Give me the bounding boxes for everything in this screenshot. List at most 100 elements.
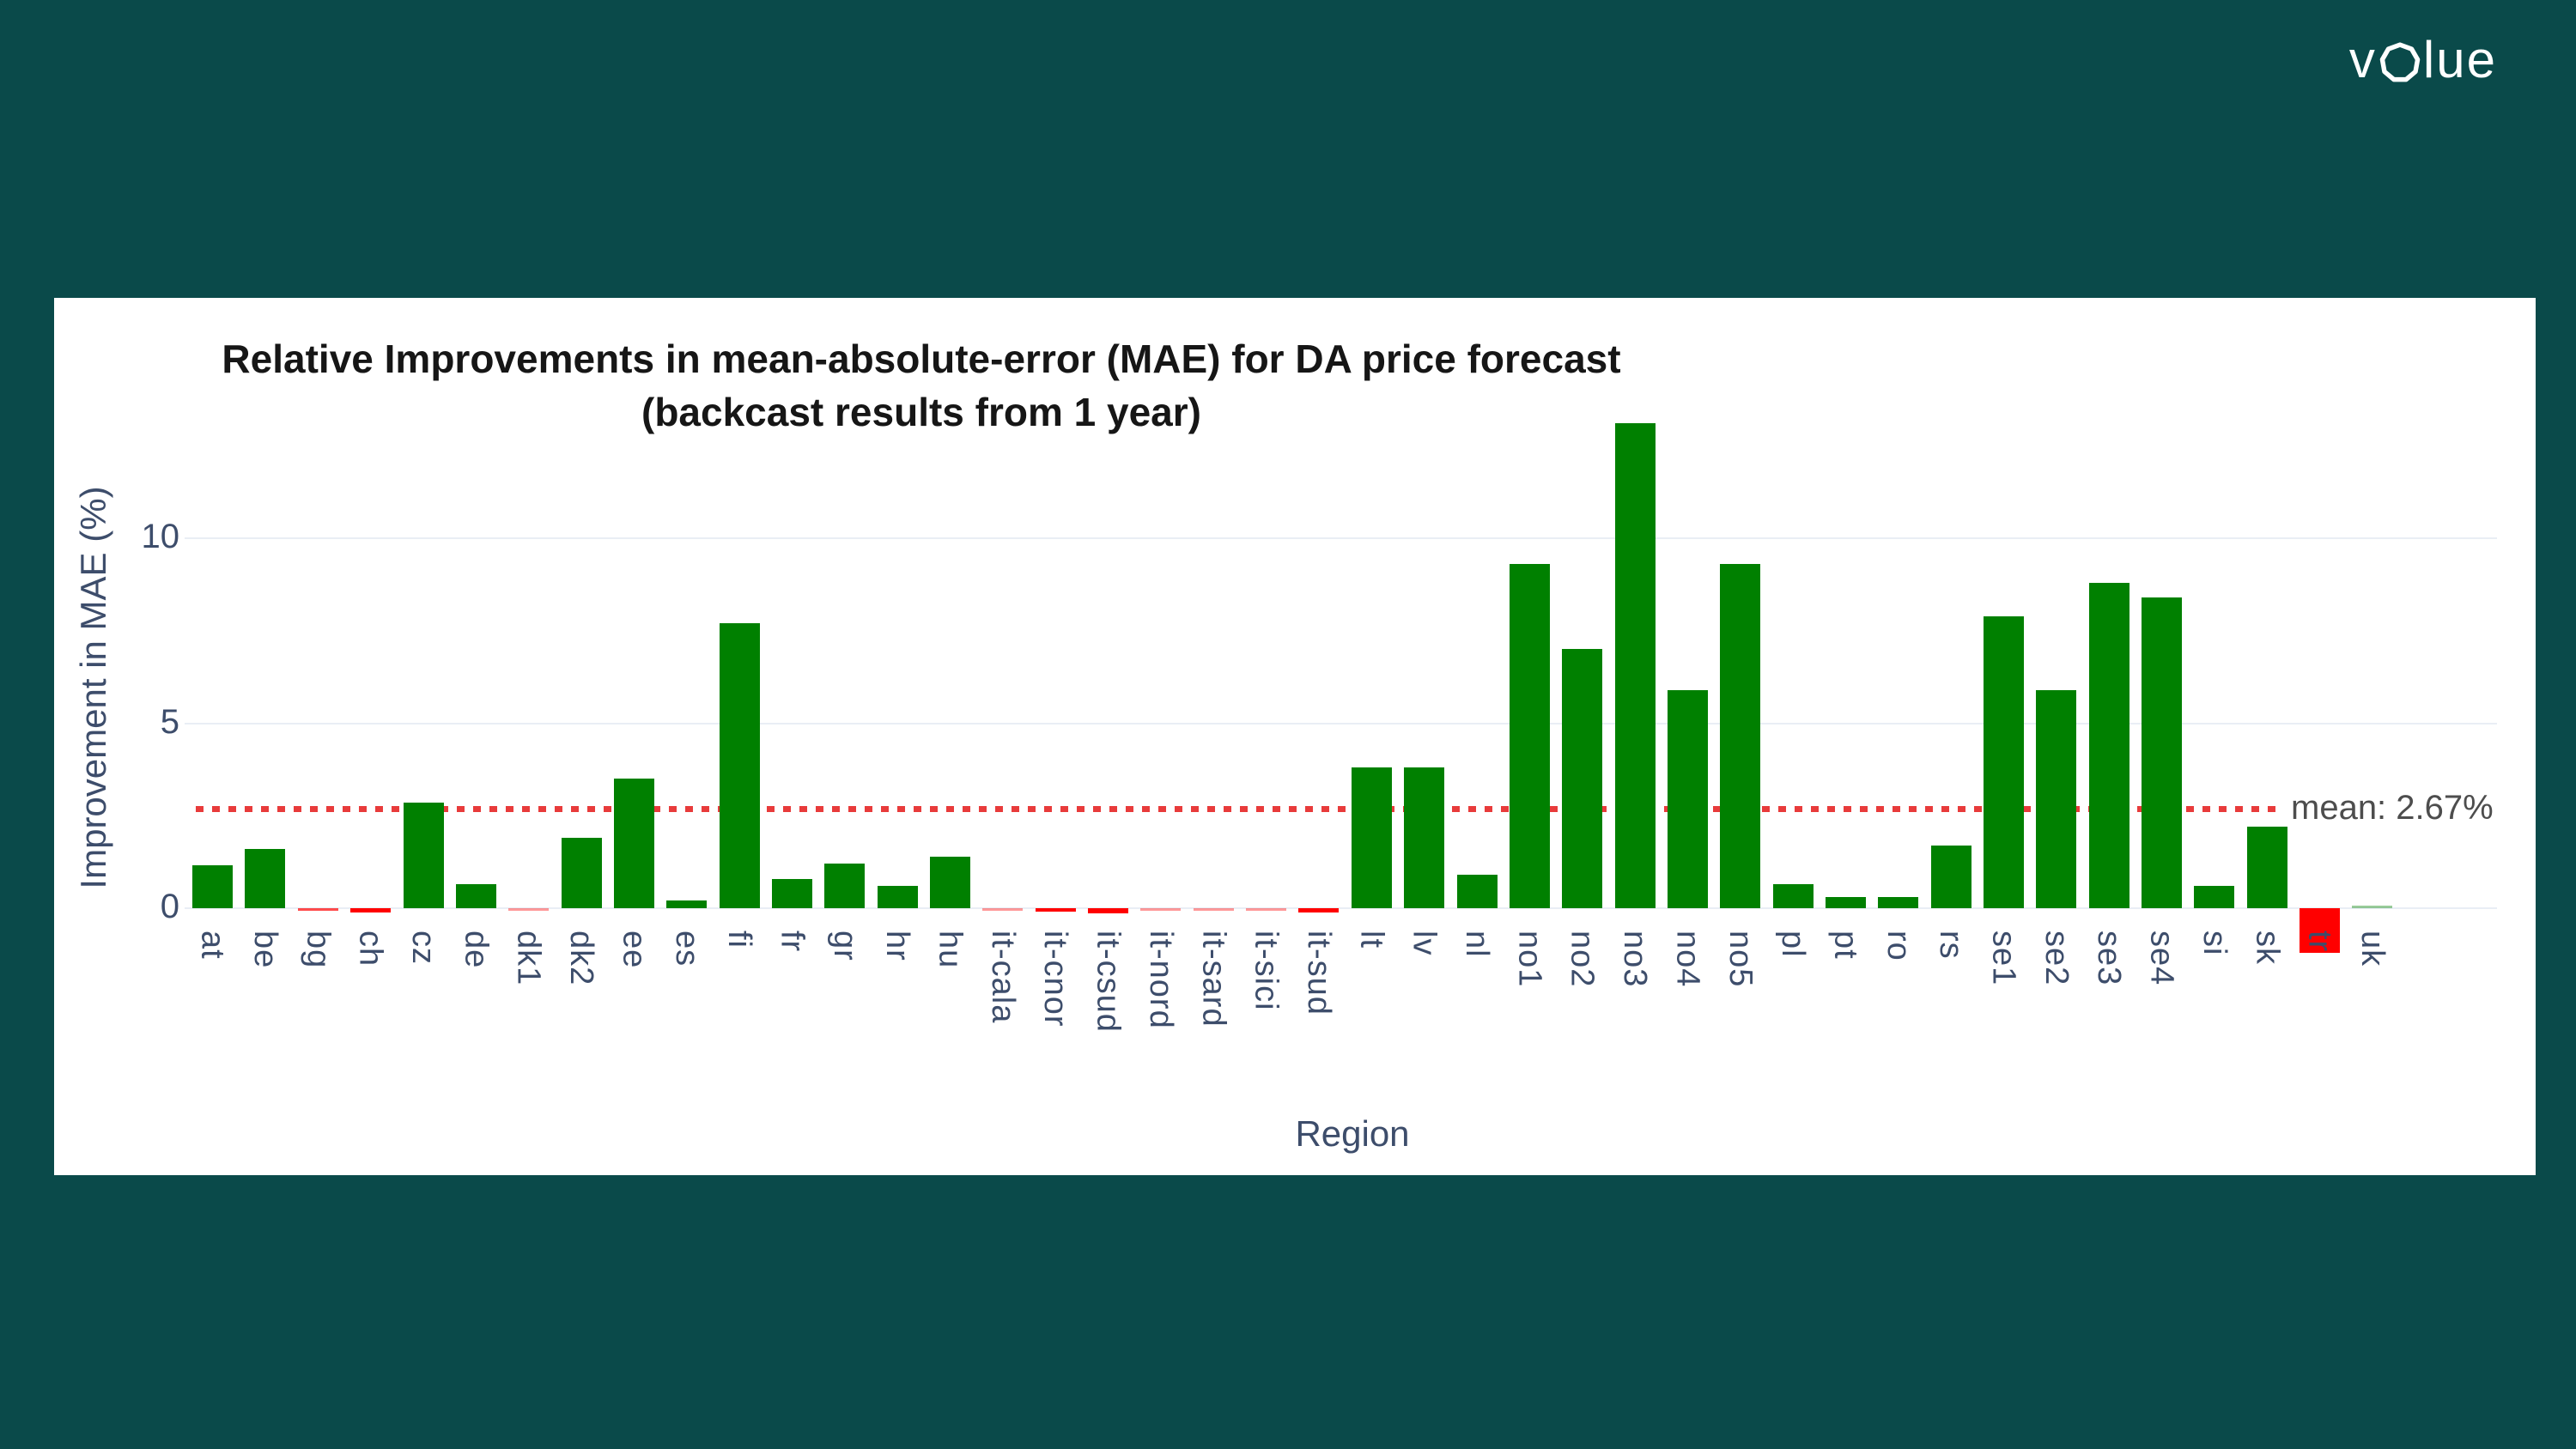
x-tick-label-it-cala: it-cala xyxy=(984,931,1021,1024)
bar-tr[interactable] xyxy=(2300,908,2341,953)
bar-es[interactable] xyxy=(666,900,708,908)
x-tick-label-no3: no3 xyxy=(1617,931,1654,988)
x-tick-label-lt: lt xyxy=(1353,931,1390,949)
bar-no1[interactable] xyxy=(1509,564,1550,908)
x-tick-label-fi: fi xyxy=(721,931,758,949)
volue-logo-v: v xyxy=(2348,31,2377,88)
x-tick-label-ro: ro xyxy=(1880,931,1917,961)
bar-dk2[interactable] xyxy=(561,838,602,908)
y-tick-label-0: 0 xyxy=(160,888,179,925)
bar-lt[interactable] xyxy=(1351,767,1392,908)
bar-se2[interactable] xyxy=(2036,689,2077,908)
x-tick-label-be: be xyxy=(246,931,283,969)
bar-hu[interactable] xyxy=(930,856,970,908)
x-tick-label-de: de xyxy=(458,931,495,969)
bar-dk1[interactable] xyxy=(508,908,550,911)
x-tick-label-it-sud: it-sud xyxy=(1300,931,1337,1016)
bar-gr[interactable] xyxy=(824,864,866,908)
x-tick-label-hu: hu xyxy=(932,931,969,969)
x-axis-title: Region xyxy=(1295,1113,1410,1154)
bar-ee[interactable] xyxy=(613,779,654,908)
bar-it-nord[interactable] xyxy=(1140,908,1182,911)
x-tick-label-se3: se3 xyxy=(2091,931,2128,986)
bar-hr[interactable] xyxy=(877,886,918,908)
bar-no2[interactable] xyxy=(1562,649,1603,908)
x-tick-label-it-nord: it-nord xyxy=(1142,931,1179,1029)
gridline-y-10 xyxy=(185,537,2497,539)
x-tick-label-se2: se2 xyxy=(2038,931,2075,986)
x-tick-label-sk: sk xyxy=(2249,931,2286,965)
bar-it-csud[interactable] xyxy=(1088,908,1129,914)
bar-ro[interactable] xyxy=(1878,897,1919,908)
volue-logo: v lue xyxy=(2349,34,2497,86)
x-tick-label-dk2: dk2 xyxy=(563,931,600,986)
x-tick-label-uk: uk xyxy=(2354,931,2391,967)
x-tick-label-no5: no5 xyxy=(1722,931,1759,988)
x-tick-label-si: si xyxy=(2196,931,2233,956)
x-tick-label-se4: se4 xyxy=(2143,931,2180,986)
bar-no3[interactable] xyxy=(1614,423,1656,908)
bar-fi[interactable] xyxy=(719,623,760,908)
bar-it-sud[interactable] xyxy=(1298,908,1340,913)
x-tick-label-tr: tr xyxy=(2301,931,2338,953)
x-tick-label-bg: bg xyxy=(300,931,337,969)
x-tick-label-se1: se1 xyxy=(1985,931,2022,986)
x-tick-label-rs: rs xyxy=(1933,931,1970,960)
bar-pt[interactable] xyxy=(1825,897,1866,908)
bar-si[interactable] xyxy=(2194,886,2235,908)
bar-it-sici[interactable] xyxy=(1246,908,1287,911)
bar-it-cala[interactable] xyxy=(982,908,1024,911)
bar-be[interactable] xyxy=(245,849,286,908)
x-tick-label-it-cnor: it-cnor xyxy=(1037,931,1074,1028)
volue-logo-lue: lue xyxy=(2422,31,2497,88)
y-tick-label-5: 5 xyxy=(160,702,179,741)
bar-se4[interactable] xyxy=(2142,597,2183,908)
x-tick-label-pt: pt xyxy=(1827,931,1864,960)
x-tick-label-no4: no4 xyxy=(1669,931,1706,988)
bar-no5[interactable] xyxy=(1720,564,1761,908)
bar-it-cnor[interactable] xyxy=(1035,908,1076,912)
bar-se3[interactable] xyxy=(2088,582,2129,908)
gridline-y-0 xyxy=(185,907,2497,909)
chart-title-line2: (backcast results from 1 year) xyxy=(641,390,1201,434)
x-tick-label-gr: gr xyxy=(826,931,863,961)
x-tick-label-it-csud: it-csud xyxy=(1090,931,1127,1033)
bar-it-sard[interactable] xyxy=(1193,908,1234,911)
x-tick-label-fr: fr xyxy=(774,931,811,953)
bar-cz[interactable] xyxy=(403,803,444,908)
x-tick-label-no1: no1 xyxy=(1511,931,1548,988)
bar-nl[interactable] xyxy=(1456,875,1498,908)
x-tick-label-nl: nl xyxy=(1459,931,1495,958)
chart-panel: Relative Improvements in mean-absolute-e… xyxy=(54,298,2536,1175)
bar-se1[interactable] xyxy=(1984,615,2024,908)
volue-logo-polygon-o-icon xyxy=(2379,42,2421,82)
bar-de[interactable] xyxy=(455,883,496,908)
bar-sk[interactable] xyxy=(2246,827,2287,908)
bar-pl[interactable] xyxy=(1772,883,1814,908)
bar-lv[interactable] xyxy=(1404,767,1445,908)
x-tick-label-es: es xyxy=(668,931,705,967)
x-tick-label-dk1: dk1 xyxy=(510,931,547,986)
chart-title-line1: Relative Improvements in mean-absolute-e… xyxy=(222,336,1621,381)
bar-fr[interactable] xyxy=(771,878,812,908)
bar-ch[interactable] xyxy=(350,908,392,913)
x-tick-label-at: at xyxy=(194,931,231,960)
x-tick-label-pl: pl xyxy=(1775,931,1812,958)
x-tick-label-hr: hr xyxy=(879,931,916,961)
bar-at[interactable] xyxy=(192,865,234,908)
x-tick-label-lv: lv xyxy=(1406,931,1443,956)
chart-title: Relative Improvements in mean-absolute-e… xyxy=(222,332,1620,439)
bar-rs[interactable] xyxy=(1930,845,1971,908)
mean-line-label: mean: 2.67% xyxy=(2291,788,2494,827)
mean-line xyxy=(196,805,2278,812)
x-tick-label-no2: no2 xyxy=(1564,931,1601,988)
bar-no4[interactable] xyxy=(1667,689,1708,908)
x-tick-label-ch: ch xyxy=(352,931,389,967)
x-tick-label-ee: ee xyxy=(616,931,653,969)
bar-uk[interactable] xyxy=(2352,906,2393,908)
x-tick-label-it-sard: it-sard xyxy=(1195,931,1232,1028)
bar-bg[interactable] xyxy=(297,908,338,912)
y-tick-label-10: 10 xyxy=(141,518,180,555)
x-tick-label-it-sici: it-sici xyxy=(1248,931,1285,1011)
